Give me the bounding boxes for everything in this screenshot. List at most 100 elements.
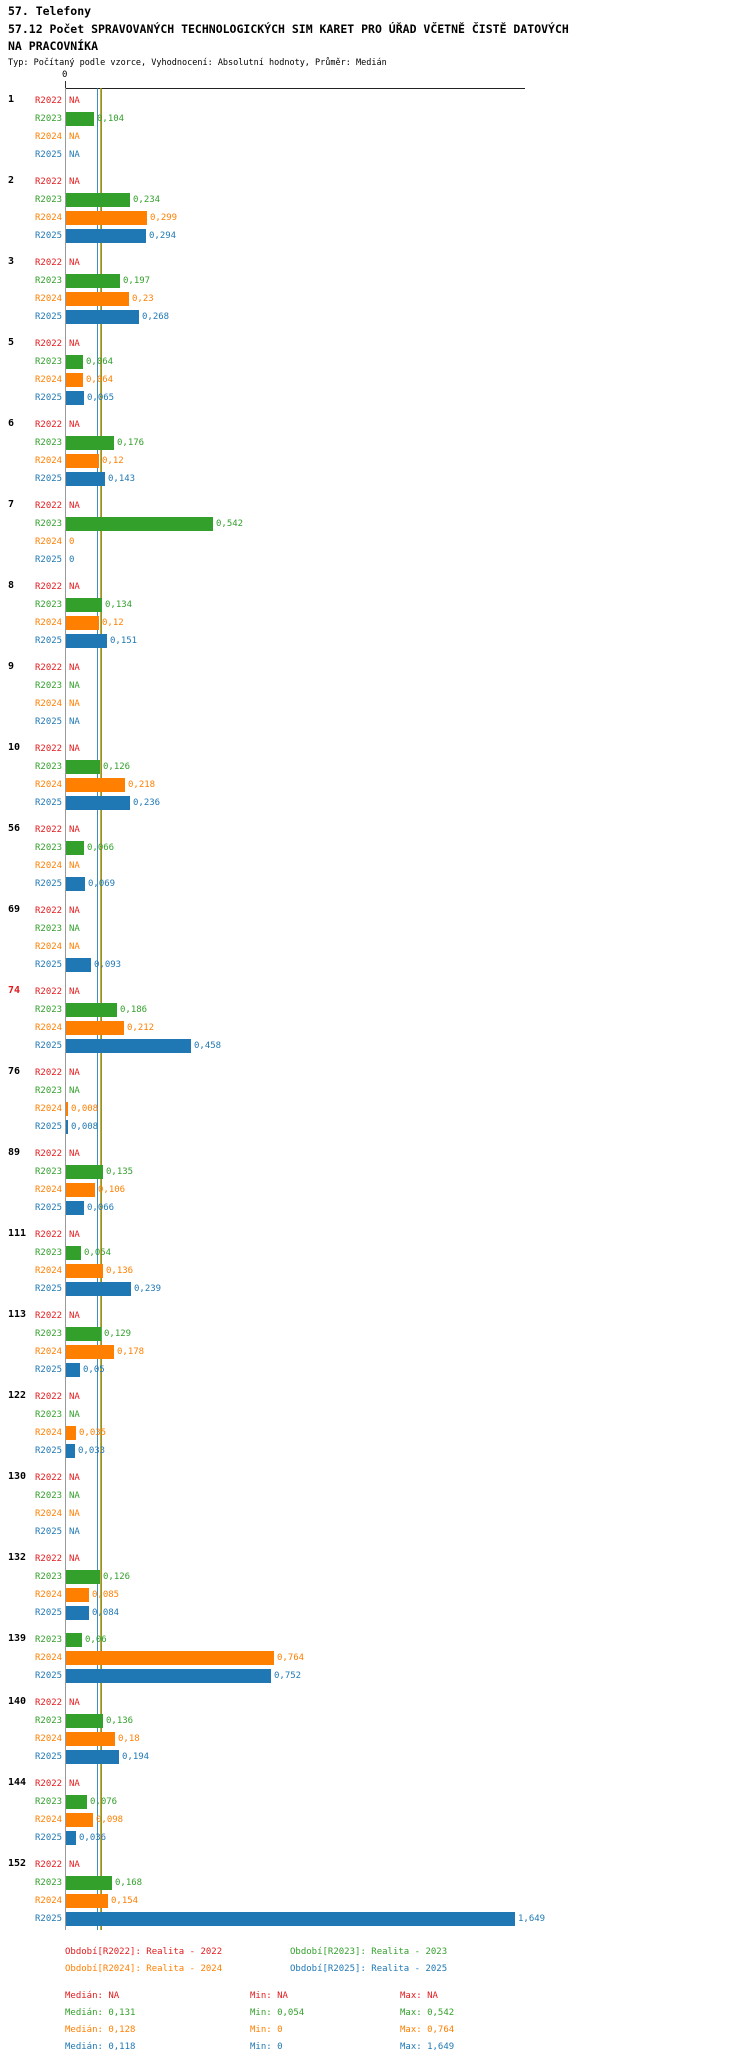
org-group-130: 130 R2022 NA R2023 NA R2024 NA R2025 NA [0,1469,750,1541]
value-label: 0,23 [132,294,154,304]
bar-row-r2025: R2025 NA [0,713,750,731]
bar-row-r2023: R2023 0,064 [0,353,750,371]
value-label: 0,066 [87,843,115,853]
value-label: 0,12 [102,456,124,466]
value-bar [66,355,83,369]
bar-area: NA [66,715,80,729]
bar-row-r2025: R2025 0,084 [0,1604,750,1622]
series-year-label: R2022 [35,258,63,268]
value-label: NA [69,924,80,934]
series-year-label: R2025 [35,1527,63,1537]
org-group-74: 74 R2022 NA R2023 0,186 R2024 0,212 R2025 0,458 [0,983,750,1055]
bar-area: NA [66,1507,80,1521]
value-label: 0,234 [133,195,161,205]
value-bar [66,796,130,810]
value-label: 0,239 [134,1284,162,1294]
bar-area: NA [66,1696,80,1710]
stat-min: Min: 0 [250,2025,283,2035]
value-label: 0,178 [117,1347,145,1357]
bar-area: 0,299 [66,211,177,225]
bar-row-r2024: R2024 0,085 [0,1586,750,1604]
value-bar [66,373,83,387]
bar-row-r2024: R2024 NA [0,695,750,713]
stat-median: Medián: 0,118 [65,2042,136,2052]
bar-area: NA [66,679,80,693]
group-id-label: 130 [8,1471,27,1482]
value-bar [66,1264,103,1278]
value-label: 0,036 [79,1833,107,1843]
bar-row-r2024: R2024 NA [0,1505,750,1523]
bar-area: 0,176 [66,436,144,450]
org-group-5: 5 R2022 NA R2023 0,064 R2024 0,064 R2025 0,065 [0,335,750,407]
bar-area: NA [66,1408,80,1422]
series-year-label: R2025 [35,1752,63,1762]
stats-row-r2025: Medián: 0,118 Min: 0 Max: 1,649 [65,2039,454,2056]
bar-area: 1,649 [66,1912,545,1926]
org-group-140: 140 R2022 NA R2023 0,136 R2024 0,18 R2025 0,194 [0,1694,750,1766]
bar-row-r2023: R2023 0,135 [0,1163,750,1181]
series-year-label: R2023 [35,1797,63,1807]
stat-max: Max: NA [400,1991,438,2001]
series-year-label: R2024 [35,861,63,871]
bar-row-r2023: R2023 0,129 [0,1325,750,1343]
value-label: NA [69,1554,80,1564]
stat-min: Min: NA [250,1991,288,2001]
value-bar [66,1750,119,1764]
value-bar [66,616,99,630]
value-label: NA [69,942,80,952]
series-year-label: R2023 [35,600,63,610]
bar-row-r2022: R2022 NA [0,1307,750,1325]
bar-row-r2024: R2024 0,23 [0,290,750,308]
value-label: 0,064 [86,357,114,367]
bar-groups: 1 R2022 NA R2023 0,104 R2024 NA R2025 NA 2 R2022 NA… [0,88,750,1928]
value-bar [66,436,114,450]
bar-area: NA [66,1084,80,1098]
bar-area: 0,212 [66,1021,154,1035]
bar-area: NA [66,742,80,756]
bar-area: 0,143 [66,472,135,486]
bar-area: NA [66,499,80,513]
value-label: 0,066 [87,1203,115,1213]
bar-row-r2024: R2024 0,008 [0,1100,750,1118]
series-year-label: R2025 [35,1833,63,1843]
group-id-label: 5 [8,337,15,348]
bar-row-r2024: R2024 0,064 [0,371,750,389]
value-bar [66,1327,101,1341]
bar-row-r2022: R2022 NA [0,335,750,353]
bar-area: 0,033 [66,1444,105,1458]
value-bar [66,391,84,405]
bar-area: NA [66,256,80,270]
bar-area: NA [66,175,80,189]
series-year-label: R2023 [35,1878,63,1888]
group-id-label: 122 [8,1390,27,1401]
series-year-label: R2025 [35,555,63,565]
bar-area: 0,234 [66,193,160,207]
bar-area: 0,752 [66,1669,301,1683]
org-group-69: 69 R2022 NA R2023 NA R2024 NA R2025 0,093 [0,902,750,974]
value-label: NA [69,1086,80,1096]
bar-area: 0,054 [66,1246,111,1260]
bar-area: 0,178 [66,1345,144,1359]
bar-row-r2024: R2024 0 [0,533,750,551]
stat-min: Min: 0 [250,2042,283,2052]
stats-row-r2023: Medián: 0,131 Min: 0,054 Max: 0,542 [65,2005,454,2022]
value-label: 0,136 [106,1716,134,1726]
bar-row-r2022: R2022 NA [0,1388,750,1406]
bar-area: 0,008 [66,1102,98,1116]
org-group-111: 111 R2022 NA R2023 0,054 R2024 0,136 R2025 0,239 [0,1226,750,1298]
group-id-label: 9 [8,661,15,672]
stat-max: Max: 0,542 [400,2008,455,2018]
group-id-label: 89 [8,1147,21,1158]
series-year-label: R2024 [35,1104,63,1114]
bar-area: NA [66,823,80,837]
org-group-8: 8 R2022 NA R2023 0,134 R2024 0,12 R2025 0,151 [0,578,750,650]
bar-row-r2024: R2024 0,212 [0,1019,750,1037]
org-group-152: 152 R2022 NA R2023 0,168 R2024 0,154 R2025 1,649 [0,1856,750,1928]
value-bar [66,760,100,774]
stat-min: Min: 0,054 [250,2008,305,2018]
legend-item-r2024: Období[R2024]: Realita - 2024 [65,1964,223,1974]
bar-row-r2025: R2025 0,069 [0,875,750,893]
org-group-122: 122 R2022 NA R2023 NA R2024 0,035 R2025 0,033 [0,1388,750,1460]
value-bar [66,1669,271,1683]
